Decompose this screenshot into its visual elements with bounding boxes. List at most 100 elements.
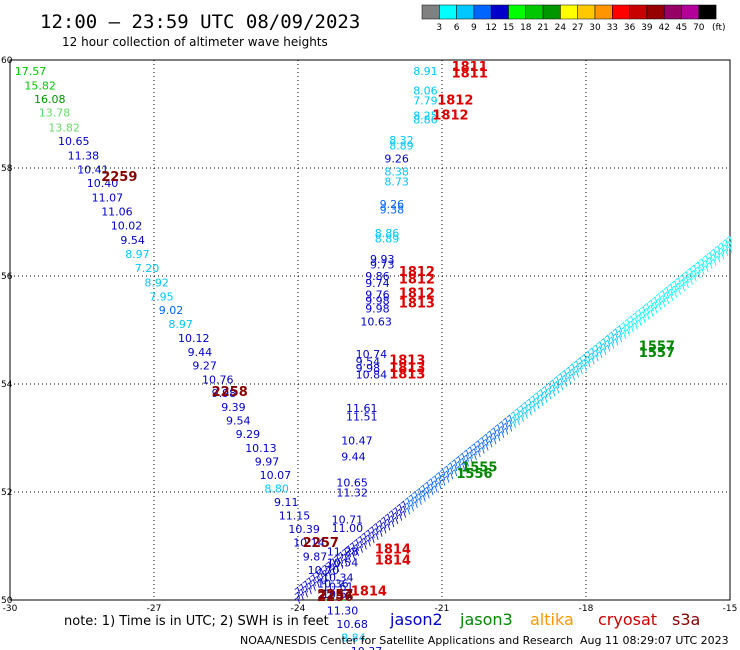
- pass-time-label: 1814: [375, 553, 411, 568]
- diagonal-track-sample: 7: [333, 554, 344, 565]
- wave-height-point: 8.84: [341, 632, 366, 645]
- diagonal-track-sample: 7: [557, 382, 568, 393]
- wave-height-point: 8.97: [125, 248, 150, 261]
- diagonal-track-sample: 7: [675, 281, 686, 292]
- diagonal-track-sample: 7: [313, 575, 324, 586]
- diagonal-track-sample: 7: [435, 476, 446, 487]
- pass-time-label: 1812: [399, 265, 435, 280]
- diagonal-track-sample: 7: [439, 468, 450, 479]
- pass-time-label: 1556: [456, 467, 492, 482]
- diagonal-track-sample: 7: [498, 425, 509, 436]
- diagonal-track-sample: 7: [435, 471, 446, 482]
- legend-entry-altika: altika: [530, 610, 574, 629]
- diagonal-track-sample: 7: [588, 357, 599, 368]
- diagonal-track-sample: 7: [419, 484, 430, 495]
- diagonal-track-sample: 7: [411, 495, 422, 506]
- diagonal-track-sample: 7: [690, 274, 701, 285]
- diagonal-track-sample: 7: [592, 343, 603, 354]
- diagonal-track-sample: 7: [415, 487, 426, 498]
- diagonal-track-sample: 7: [325, 560, 336, 571]
- diagonal-track-sample: 7: [341, 548, 352, 559]
- wave-height-point: 10.47: [341, 434, 373, 447]
- diagonal-track-sample: 7: [537, 393, 548, 404]
- wave-height-point: 10.76: [202, 373, 234, 386]
- diagonal-track-sample: 7: [407, 493, 418, 504]
- wave-height-point: 16.08: [34, 93, 66, 106]
- wave-height-point: 9.29: [236, 428, 261, 441]
- diagonal-track-sample: 7: [364, 539, 375, 550]
- legend-entry-jason3: jason3: [459, 610, 513, 629]
- diagonal-track-sample: 7: [380, 526, 391, 537]
- diagonal-track-sample: 7: [604, 344, 615, 355]
- diagonal-track-sample: 7: [694, 265, 705, 276]
- diagonal-track-sample: 7: [714, 245, 725, 256]
- diagonal-track-sample: 7: [726, 235, 737, 246]
- footer-credit: NOAA/NESDIS Center for Satellite Applica…: [240, 634, 573, 647]
- diagonal-track-sample: 7: [309, 583, 320, 594]
- diagonal-track-sample: 7: [482, 433, 493, 444]
- diagonal-track-sample: 7: [294, 596, 305, 607]
- diagonal-track-sample: 7: [678, 278, 689, 289]
- colorbar-tick-label: 42: [658, 23, 669, 33]
- wave-height-point: 7.79: [413, 94, 438, 107]
- diagonal-track-sample: 7: [667, 283, 678, 294]
- diagonal-track-sample: 7: [352, 538, 363, 549]
- diagonal-track-sample: 7: [663, 296, 674, 307]
- diagonal-track-sample: 7: [514, 407, 525, 418]
- diagonal-track-sample: 7: [494, 423, 505, 434]
- diagonal-track-sample: 7: [596, 345, 607, 356]
- diagonal-track-sample: 7: [364, 529, 375, 540]
- diagonal-track-sample: 7: [301, 580, 312, 591]
- diagonal-track-sample: 7: [533, 396, 544, 407]
- diagonal-track-sample: 7: [392, 511, 403, 522]
- pass-time-label: 2256: [317, 590, 353, 605]
- diagonal-track-sample: 7: [639, 310, 650, 321]
- diagonal-track-sample: 7: [317, 572, 328, 583]
- y-tick-label: 52: [1, 488, 12, 498]
- colorbar-swatch: [473, 4, 492, 20]
- diagonal-track-sample: 7: [647, 299, 658, 310]
- diagonal-track-sample: 7: [545, 392, 556, 403]
- diagonal-track-sample: 7: [529, 404, 540, 415]
- colorbar-tick-label: 12: [485, 23, 496, 33]
- diagonal-track-sample: 7: [482, 438, 493, 449]
- diagonal-track-sample: 7: [305, 576, 316, 587]
- diagonal-track-sample: 7: [298, 593, 309, 604]
- diagonal-track-sample: 7: [439, 473, 450, 484]
- diagonal-track-sample: 7: [459, 462, 470, 473]
- diagonal-track-sample: 7: [647, 309, 658, 320]
- wave-height-point: 10.84: [356, 369, 388, 382]
- diagonal-track-sample: 7: [321, 564, 332, 575]
- diagonal-track-sample: 7: [411, 490, 422, 501]
- wave-height-point: 9.02: [159, 304, 184, 317]
- diagonal-track-sample: 7: [710, 258, 721, 269]
- wave-height-point: 13.78: [39, 107, 71, 120]
- wave-height-point: 10.07: [260, 469, 292, 482]
- diagonal-track-sample: 7: [655, 297, 666, 308]
- diagonal-track-sample: 7: [545, 382, 556, 393]
- colorbar-tick-label: 21: [537, 23, 548, 33]
- diagonal-track-sample: 7: [631, 317, 642, 328]
- diagonal-track-sample: 7: [675, 276, 686, 287]
- wave-height-point: 8.89: [389, 140, 414, 153]
- pass-time-label: 1555: [461, 460, 497, 475]
- pass-time-label: 1811: [452, 60, 488, 75]
- colorbar-swatch: [525, 4, 544, 20]
- diagonal-track-sample: 7: [541, 385, 552, 396]
- diagonal-track-sample: 7: [356, 545, 367, 556]
- diagonal-track-sample: 7: [431, 479, 442, 490]
- diagonal-track-sample: 7: [462, 449, 473, 460]
- x-tick-label: -30: [3, 604, 18, 614]
- diagonal-track-sample: 7: [608, 336, 619, 347]
- diagonal-track-sample: 7: [443, 475, 454, 486]
- diagonal-track: 7777777777777777777777777777777777777777…: [294, 235, 737, 607]
- diagonal-track-sample: 7: [596, 350, 607, 361]
- diagonal-track-sample: 7: [301, 585, 312, 596]
- diagonal-track-sample: 7: [372, 532, 383, 543]
- wave-height-point: 10.39: [288, 523, 320, 536]
- diagonal-track-sample: 7: [655, 302, 666, 313]
- wave-height-point: 9.26: [384, 153, 409, 166]
- colorbar-tick-label: 24: [555, 23, 567, 33]
- diagonal-track-sample: 7: [415, 492, 426, 503]
- wave-height-point: 10.61: [322, 580, 354, 593]
